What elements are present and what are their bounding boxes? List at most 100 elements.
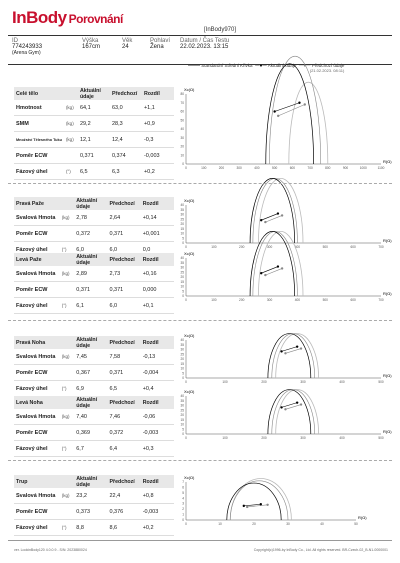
- header-value: Žena: [150, 44, 164, 50]
- x-tick-label: 500: [323, 245, 329, 249]
- x-tick-label: 400: [254, 166, 260, 170]
- x-tick-label: 600: [350, 245, 356, 249]
- col-previous: Předchozí: [107, 197, 141, 210]
- x-tick-label: 40: [320, 522, 324, 526]
- x-tick-label: 200: [239, 298, 245, 302]
- row-label: Fázový úhel: [14, 163, 64, 180]
- table-row: Poměr ECW 0,371 0,371 0,000: [14, 281, 174, 298]
- row-diff: +1,1: [141, 100, 174, 116]
- row-current: 0,371: [74, 281, 108, 298]
- curve-current: [265, 63, 314, 165]
- y-tick-label: 10: [180, 153, 184, 157]
- row-label: Svalová Hmota: [14, 409, 60, 425]
- curve-previous: [271, 333, 315, 379]
- row-current: 6,7: [74, 440, 108, 457]
- col-current: Aktuální údaje: [74, 336, 108, 349]
- row-previous: 0,371: [107, 364, 141, 381]
- row-diff: -0,003: [140, 424, 174, 441]
- x-tick-label: 700: [307, 166, 313, 170]
- marker-line: [281, 402, 298, 408]
- y-tick-label: 10: [180, 232, 184, 236]
- col-previous: Předchozí: [107, 396, 141, 409]
- row-diff: -0,06: [140, 409, 174, 425]
- row-previous: 0,374: [109, 147, 142, 164]
- data-point: [299, 403, 303, 406]
- table-row: Svalová Hmota (kg) 23,2 22,4 +0,8: [14, 488, 174, 504]
- y-tick-label: 15: [180, 418, 184, 422]
- row-diff: -0,003: [140, 503, 174, 520]
- section-4: Levá Noha Aktuální údaje Předchozí Rozdíl Sv…: [14, 396, 174, 457]
- x-axis-label: R(Ω): [383, 159, 392, 164]
- row-diff: -0,003: [141, 147, 174, 164]
- data-point: [266, 503, 269, 506]
- row-label: Poměr ECW: [14, 424, 60, 441]
- y-tick-label: 80: [180, 92, 184, 96]
- header-col: Výška 167cm: [82, 38, 100, 50]
- y-tick-label: 40: [180, 127, 184, 131]
- row-label: Poměr ECW: [14, 364, 60, 381]
- y-axis-label: Xc(Ω): [184, 251, 195, 256]
- header-col: Věk 24: [122, 38, 132, 50]
- table-row: SMM (kg) 29,2 28,3 +0,9: [14, 115, 174, 132]
- row-unit: (kg): [59, 488, 75, 504]
- x-tick-label: 10: [218, 522, 222, 526]
- curve-current: [249, 178, 295, 244]
- row-current: 0,367: [74, 364, 108, 381]
- y-axis-label: Xc(Ω): [184, 475, 195, 480]
- data-point: [246, 505, 249, 509]
- row-unit: [59, 281, 75, 298]
- x-tick-label: 400: [339, 380, 345, 384]
- row-current: 7,40: [74, 409, 108, 425]
- x-tick-label: 300: [237, 166, 243, 170]
- row-diff: +0,16: [140, 266, 174, 282]
- y-tick-label: 10: [180, 285, 184, 289]
- row-unit: [59, 364, 75, 381]
- y-tick-label: 20: [180, 357, 184, 361]
- y-tick-label: 5: [182, 236, 184, 240]
- row-label: Množství Tělesného Tuku: [14, 131, 64, 148]
- row-current: 0,373: [74, 503, 108, 520]
- legend-standard: Standardní Středni Křivka: [201, 63, 253, 68]
- x-axis-label: R(Ω): [358, 515, 367, 520]
- marker-line: [265, 215, 283, 223]
- marker-line: [285, 404, 302, 410]
- curve-current: [267, 333, 312, 379]
- y-tick-label: 40: [180, 394, 184, 398]
- curve-standard: [288, 81, 329, 165]
- table-row: Fázový úhel (°) 6,7 6,4 +0,3: [14, 440, 174, 457]
- y-tick-label: 0: [182, 518, 184, 522]
- data-point: [280, 406, 283, 409]
- col-diff: Rozdíl: [140, 336, 174, 349]
- x-tick-label: 0: [185, 436, 187, 440]
- header-value: 167cm: [82, 44, 101, 50]
- row-unit: (kg): [63, 131, 78, 148]
- y-axis-label: Xc(Ω): [184, 198, 195, 203]
- curve-current: [267, 389, 312, 435]
- y-tick-label: 40: [180, 256, 184, 260]
- data-point: [260, 272, 263, 275]
- marker-line: [265, 268, 283, 276]
- marker-line: [281, 346, 298, 352]
- header-value: 24: [122, 44, 129, 50]
- row-previous: 0,376: [107, 503, 141, 520]
- header-label: Výška: [82, 38, 99, 44]
- section-2: Levá Paže Aktuální údaje Předchozí Rozdíl Sv…: [14, 253, 174, 314]
- table-row: Poměr ECW 0,369 0,372 -0,003: [14, 424, 174, 441]
- data-point: [242, 504, 245, 508]
- curve-previous: [252, 178, 298, 244]
- x-tick-label: 300: [300, 436, 306, 440]
- y-tick-label: 20: [180, 222, 184, 226]
- curve-previous: [252, 231, 298, 297]
- table-row: Svalová Hmota (kg) 7,45 7,58 -0,13: [14, 349, 174, 365]
- header-col: Datum / Čas Testu 22.02.2023. 13:15: [180, 38, 229, 50]
- x-tick-label: 100: [201, 166, 207, 170]
- row-label: Poměr ECW: [14, 225, 60, 242]
- row-unit: [59, 225, 75, 242]
- standard-line-icon: [188, 65, 200, 67]
- col-diff: Rozdíl: [141, 87, 174, 100]
- x-tick-label: 700: [378, 245, 384, 249]
- y-tick-label: 25: [180, 270, 184, 274]
- previous-line-icon: —●—: [298, 63, 311, 68]
- row-diff: +0,3: [140, 440, 174, 457]
